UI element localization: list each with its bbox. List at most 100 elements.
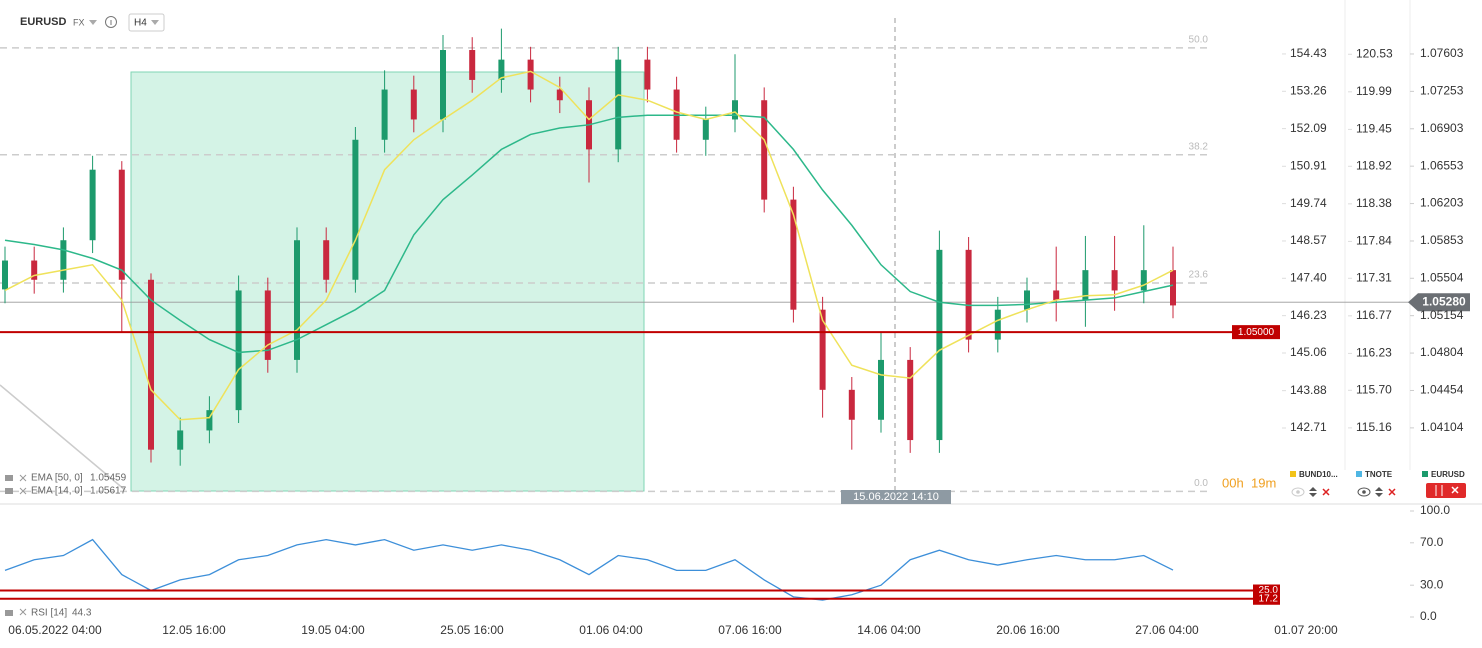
legend-name[interactable]: EURUSD: [1431, 470, 1465, 479]
y-tick-label: 118.38: [1356, 196, 1392, 210]
crosshair-date: 15.06.2022 14:10: [853, 491, 939, 503]
candle-body: [148, 279, 154, 450]
remove-icon: [19, 608, 27, 616]
remove-icon: [19, 487, 27, 495]
y-tick-label: 100.0: [1420, 503, 1450, 517]
y-tick-label: 70.0: [1420, 535, 1444, 549]
fib-label: 38.2: [1189, 141, 1209, 152]
candle-body: [89, 169, 96, 241]
candle-body: [907, 359, 914, 441]
y-tick-label: 154.43: [1290, 46, 1327, 60]
legend-name[interactable]: TNOTE: [1365, 470, 1393, 479]
legend-name[interactable]: BUND10...: [1299, 470, 1338, 479]
price-label: 1.05280: [1422, 294, 1466, 308]
x-tick-label: 14.06 04:00: [857, 623, 921, 637]
candle-body: [177, 430, 184, 450]
candle-body: [819, 309, 826, 390]
remove-icon: [1451, 486, 1459, 494]
price-tag: [1408, 293, 1470, 312]
candle-body: [527, 59, 534, 90]
candle-body: [1024, 290, 1030, 310]
x-tick-label: 07.06 16:00: [718, 623, 782, 637]
candle-body: [440, 50, 446, 120]
y-tick-label: 116.23: [1356, 346, 1392, 360]
timer-hours: 00h: [1222, 475, 1244, 490]
candle-body: [60, 240, 67, 280]
fib-label: 50.0: [1189, 35, 1209, 46]
candle-body: [1082, 270, 1089, 301]
candle-body: [2, 260, 8, 290]
move-icon[interactable]: [1375, 487, 1383, 491]
candle-body: [206, 410, 213, 431]
candle-body: [615, 59, 622, 150]
level-label: 1.05000: [1238, 327, 1275, 338]
remove-icon: [1388, 488, 1396, 496]
level-label: 17.2: [1259, 593, 1279, 604]
candle-body: [410, 89, 417, 120]
candle-body: [1111, 270, 1118, 291]
fib-label: 0.0: [1194, 478, 1208, 489]
y-tick-label: 147.40: [1290, 270, 1327, 284]
candle-body: [235, 290, 242, 411]
candle-body: [381, 89, 388, 140]
drag-handle: [5, 488, 13, 494]
price-plot: 50.0 38.2 23.6 0.0 1.05280 EMA [50, 0] 1.05459…: [0, 28, 1470, 637]
visibility-icon[interactable]: [1291, 487, 1305, 497]
y-tick-label: 150.91: [1290, 158, 1327, 172]
candle-body: [732, 100, 738, 120]
crosshair-tag: [841, 490, 951, 504]
y-tick-label: 115.70: [1356, 382, 1392, 396]
header: EURUSD FX H4: [20, 13, 165, 32]
y-tick-label: 1.06203: [1420, 196, 1464, 210]
y-tick-label: 30.0: [1420, 577, 1444, 591]
visibility-icon: [1296, 490, 1300, 494]
y-tick-label: 119.45: [1356, 122, 1392, 136]
visibility-icon[interactable]: [1357, 487, 1371, 497]
timer-minutes: 19m: [1251, 475, 1276, 490]
candle-body: [936, 249, 943, 441]
move-icon[interactable]: [1309, 487, 1317, 491]
candle-body: [761, 100, 768, 200]
y-tick-label: 115.16: [1356, 420, 1392, 434]
y-tick-label: 1.07253: [1420, 84, 1464, 98]
x-tick-label: 01.07 20:00: [1274, 623, 1338, 637]
ema-value: 1.05459: [90, 473, 127, 484]
x-tick-label: 27.06 04:00: [1135, 623, 1199, 637]
candle-body: [118, 169, 125, 280]
candle-body: [1053, 290, 1060, 301]
candle-body: [994, 309, 1001, 340]
rsi-plot: 100.0 70.0 30.0 0.0 25.017.2 RSI [14] 44.3: [0, 503, 1450, 623]
y-tick-label: 1.06903: [1420, 121, 1464, 135]
y-tick-label: 1.05504: [1420, 270, 1464, 284]
y-tick-label: 148.57: [1290, 233, 1327, 247]
dropdown-arrow[interactable]: [89, 20, 97, 25]
candle-body: [644, 59, 651, 90]
y-tick-label: 145.06: [1290, 345, 1327, 359]
symbol[interactable]: EURUSD: [20, 16, 67, 28]
y-tick-label: 142.71: [1290, 420, 1327, 434]
candle-body: [1170, 270, 1176, 306]
candle-body: [31, 260, 38, 280]
interval-select[interactable]: [128, 13, 165, 32]
ema-value: 1.05617: [90, 486, 127, 497]
candle-body: [294, 240, 300, 360]
y-tick-label: 1.05154: [1420, 308, 1464, 322]
candle-body: [498, 59, 505, 80]
interval: H4: [134, 18, 147, 29]
y-tick-label: 117.31: [1356, 270, 1392, 284]
info-icon[interactable]: [105, 16, 117, 28]
y-tick-label: 116.77: [1356, 308, 1392, 322]
candle-body: [352, 139, 359, 280]
x-tick-label: 12.05 16:00: [162, 623, 226, 637]
y-tick-label: 1.07603: [1420, 46, 1464, 60]
series-settings[interactable]: [1426, 483, 1466, 498]
candle-body: [323, 240, 330, 280]
ema-line: [4, 70, 1174, 421]
trend-line-drawing[interactable]: [0, 384, 126, 491]
rectangle-drawing[interactable]: [130, 71, 645, 492]
ema-line: [4, 114, 1174, 354]
level-tag: [1253, 592, 1280, 605]
legend-swatch: [1422, 471, 1428, 477]
y-tick-label: 120.53: [1356, 46, 1393, 60]
